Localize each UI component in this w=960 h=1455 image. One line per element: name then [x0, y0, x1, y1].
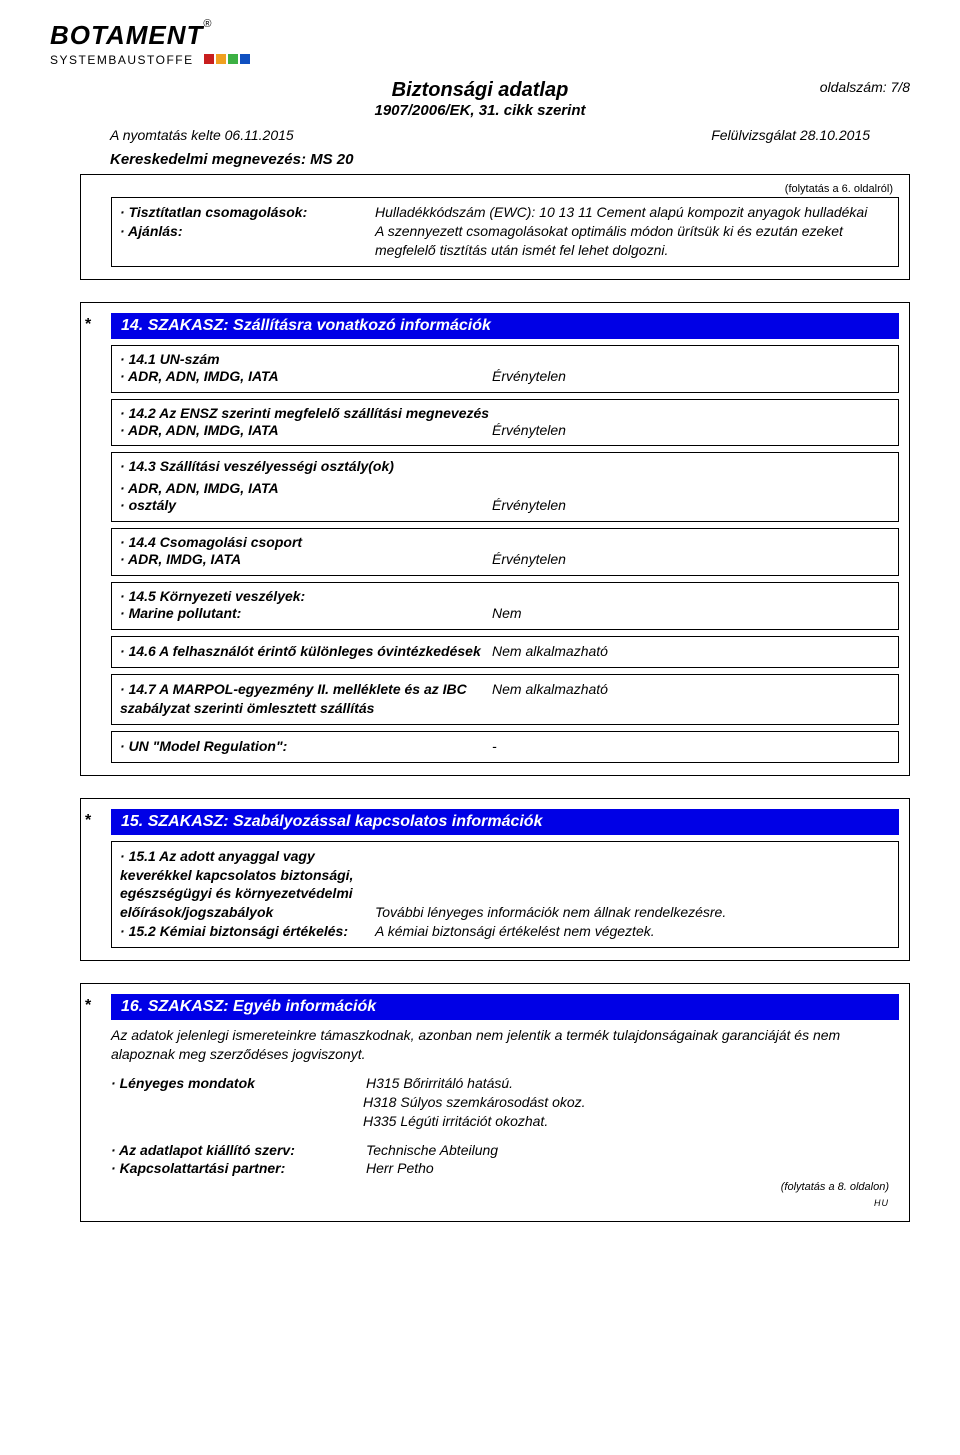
s14-2: 14.2 Az ENSZ szerinti megfelelő szállítá… — [111, 399, 899, 447]
s14-6-label: 14.6 A felhasználót érintő különleges óv… — [120, 642, 492, 661]
s14-8-label: UN "Model Regulation": — [120, 737, 492, 756]
meta-dates: A nyomtatás kelte 06.11.2015 Felülvizsgá… — [50, 125, 910, 147]
s16-issuer-value: Technische Abteilung — [366, 1141, 895, 1160]
s14-5-value: Nem — [492, 604, 890, 623]
continued-to: (folytatás a 8. oldalon) — [111, 1180, 895, 1195]
s13-advice-value: A szennyezett csomagolásokat optimális m… — [375, 222, 890, 260]
s16-hphrases-label: Lényeges mondatok — [111, 1074, 366, 1093]
s16-h315: H315 Bőrirritáló hatású. — [366, 1074, 895, 1093]
doc-subtitle: 1907/2006/EK, 31. cikk szerint — [50, 102, 910, 119]
s14-1-label: ADR, ADN, IMDG, IATA — [120, 367, 492, 386]
s13-inner: Tisztítatlan csomagolások: Hulladékkódsz… — [111, 197, 899, 267]
logo-color-squares — [204, 53, 252, 67]
s14-8-value: - — [492, 737, 890, 756]
s14-5-label: Marine pollutant: — [120, 604, 492, 623]
section-15-header: * 15. SZAKASZ: Szabályozással kapcsolato… — [111, 809, 899, 835]
s13-advice-label: Ajánlás: — [120, 223, 183, 239]
s16-issuer-label: Az adatlapot kiállító szerv: — [111, 1141, 366, 1160]
s16-intro: Az adatok jelenlegi ismereteinkre támasz… — [111, 1026, 895, 1064]
s13-pack-label: Tisztítatlan csomagolások: — [120, 204, 307, 220]
s14-5-title: 14.5 Környezeti veszélyek: — [120, 588, 890, 604]
s16-contact-label: Kapcsolattartási partner: — [111, 1159, 366, 1178]
section-15-box: * 15. SZAKASZ: Szabályozással kapcsolato… — [80, 798, 910, 961]
s16-body: Az adatok jelenlegi ismereteinkre támasz… — [111, 1026, 899, 1209]
review-date: Felülvizsgálat 28.10.2015 — [711, 127, 870, 143]
s14-2-value: Érvénytelen — [492, 421, 890, 440]
s14-6: 14.6 A felhasználót érintő különleges óv… — [111, 636, 899, 668]
brand-logo: BOTAMENT® SYSTEMBAUSTOFFE — [50, 20, 910, 67]
s14-7-label: 14.7 A MARPOL-egyezmény II. melléklete é… — [120, 680, 492, 718]
s14-2-label: ADR, ADN, IMDG, IATA — [120, 421, 492, 440]
s14-3-title: 14.3 Szállítási veszélyességi osztály(ok… — [120, 458, 890, 474]
s14-1-title: 14.1 UN-szám — [120, 351, 890, 367]
change-marker-icon: * — [85, 316, 91, 334]
doc-title: Biztonsági adatlap — [50, 79, 910, 102]
s15-1-label: 15.1 Az adott anyaggal vagy keverékkel k… — [120, 848, 353, 921]
country-code: HU — [111, 1197, 895, 1209]
document-header: oldalszám: 7/8 Biztonsági adatlap 1907/2… — [50, 79, 910, 119]
s14-7: 14.7 A MARPOL-egyezmény II. melléklete é… — [111, 674, 899, 725]
logo-subtitle: SYSTEMBAUSTOFFE — [50, 53, 910, 67]
s14-4-label: ADR, IMDG, IATA — [120, 550, 492, 569]
s14-3-sub: ADR, ADN, IMDG, IATA — [120, 480, 890, 496]
s14-3-value: Érvénytelen — [492, 496, 890, 515]
section-13-box: (folytatás a 6. oldalról) Tisztítatlan c… — [80, 174, 910, 280]
s15-2-value: A kémiai biztonsági értékelést nem végez… — [375, 922, 890, 941]
continued-from: (folytatás a 6. oldalról) — [111, 183, 899, 195]
s15-1-value: További lényeges információk nem állnak … — [375, 847, 890, 923]
section-14-box: * 14. SZAKASZ: Szállításra vonatkozó inf… — [80, 302, 910, 776]
section-16-header: * 16. SZAKASZ: Egyéb információk — [111, 994, 899, 1020]
page-number: oldalszám: 7/8 — [820, 79, 910, 95]
s14-4: 14.4 Csomagolási csoport ADR, IMDG, IATA… — [111, 528, 899, 576]
s14-1-value: Érvénytelen — [492, 367, 890, 386]
trade-name: Kereskedelmi megnevezés: MS 20 — [50, 147, 910, 174]
s14-2-title: 14.2 Az ENSZ szerinti megfelelő szállítá… — [120, 405, 890, 421]
s13-pack-value: Hulladékkódszám (EWC): 10 13 11 Cement a… — [375, 203, 890, 222]
section-14-header: * 14. SZAKASZ: Szállításra vonatkozó inf… — [111, 313, 899, 339]
change-marker-icon: * — [85, 812, 91, 830]
s14-1: 14.1 UN-szám ADR, ADN, IMDG, IATA Érvény… — [111, 345, 899, 393]
s14-5: 14.5 Környezeti veszélyek: Marine pollut… — [111, 582, 899, 630]
s14-4-title: 14.4 Csomagolási csoport — [120, 534, 890, 550]
print-date: A nyomtatás kelte 06.11.2015 — [110, 127, 294, 143]
s14-4-value: Érvénytelen — [492, 550, 890, 569]
logo-registered: ® — [203, 18, 211, 30]
section-16-box: * 16. SZAKASZ: Egyéb információk Az adat… — [80, 983, 910, 1222]
logo-text: BOTAMENT — [50, 20, 203, 51]
s16-contact-value: Herr Petho — [366, 1159, 895, 1178]
s14-7-value: Nem alkalmazható — [492, 680, 890, 718]
change-marker-icon: * — [85, 997, 91, 1015]
s16-h335: H335 Légúti irritációt okozhat. — [363, 1112, 895, 1131]
s14-3: 14.3 Szállítási veszélyességi osztály(ok… — [111, 452, 899, 522]
s15-2-label: 15.2 Kémiai biztonsági értékelés: — [120, 923, 348, 939]
s15-inner: 15.1 Az adott anyaggal vagy keverékkel k… — [111, 841, 899, 948]
s16-h318: H318 Súlyos szemkárosodást okoz. — [363, 1093, 895, 1112]
s14-6-value: Nem alkalmazható — [492, 642, 890, 661]
s14-3-label: osztály — [120, 496, 492, 515]
s14-8: UN "Model Regulation": - — [111, 731, 899, 763]
